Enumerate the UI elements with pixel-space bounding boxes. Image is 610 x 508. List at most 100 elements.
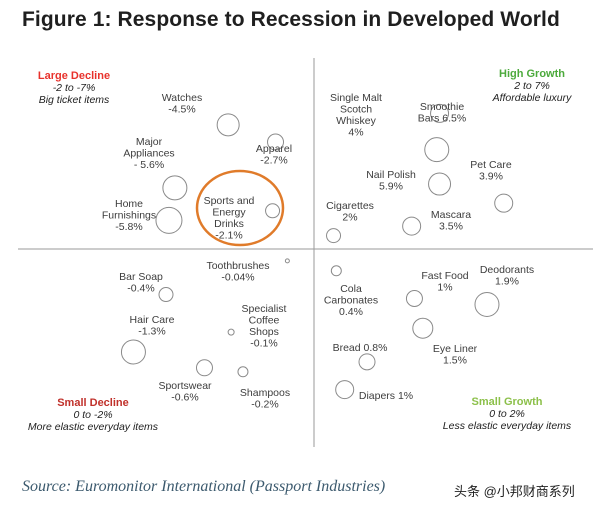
point-label: Toothbrushes bbox=[206, 260, 269, 272]
point-label: Major bbox=[136, 136, 163, 148]
point-label: -0.6% bbox=[171, 392, 198, 404]
point-label: -0.04% bbox=[221, 272, 254, 284]
bubble-marker bbox=[156, 207, 182, 233]
point-label: 3.9% bbox=[479, 171, 503, 183]
point-label: Sportswear bbox=[158, 380, 212, 392]
point-label: 5.9% bbox=[379, 181, 403, 193]
data-point: Shampoos-0.2% bbox=[238, 367, 290, 411]
point-label: Bread 0.8% bbox=[333, 342, 388, 354]
quadrant-note: Affordable luxury bbox=[492, 92, 573, 104]
bubble-marker bbox=[121, 340, 145, 364]
quadrant-range: 0 to -2% bbox=[73, 409, 112, 421]
bubble-marker bbox=[413, 318, 433, 338]
quadrant-range: 0 to 2% bbox=[489, 408, 525, 420]
bubble-marker bbox=[359, 354, 375, 370]
point-label: -2.7% bbox=[260, 155, 287, 167]
quadrant-note: Less elastic everyday items bbox=[443, 420, 572, 432]
point-label: Specialist bbox=[242, 303, 287, 315]
point-label: Cigarettes bbox=[326, 200, 374, 212]
point-label: Nail Polish bbox=[366, 169, 416, 181]
bubble-marker bbox=[238, 367, 248, 377]
quadrant-large_decline: Large Decline-2 to -7%Big ticket items bbox=[38, 70, 110, 106]
point-label: Coffee bbox=[249, 315, 280, 327]
bubble-marker bbox=[327, 229, 341, 243]
point-label: Carbonates bbox=[324, 295, 378, 307]
bubble-marker bbox=[285, 259, 289, 263]
quadrant-name: Small Decline bbox=[57, 397, 129, 409]
point-label: 2% bbox=[342, 212, 357, 224]
quadrant-axes bbox=[18, 58, 593, 447]
bubble-marker bbox=[403, 217, 421, 235]
point-label: 4% bbox=[348, 127, 363, 139]
point-label: Energy bbox=[212, 207, 246, 219]
point-label: Home bbox=[115, 198, 143, 210]
point-label: Eye Liner bbox=[433, 343, 478, 355]
point-label: Mascara bbox=[431, 209, 471, 221]
point-label: 0.4% bbox=[339, 306, 363, 318]
point-label: Appliances bbox=[123, 148, 174, 160]
point-label: Bars 6.5% bbox=[418, 113, 466, 125]
bubble-marker bbox=[475, 292, 499, 316]
data-point: Apparel-2.7% bbox=[256, 134, 292, 166]
bubble-marker bbox=[336, 381, 354, 399]
data-point: Sports andEnergyDrinks-2.1% bbox=[197, 171, 283, 245]
point-label: Scotch bbox=[340, 104, 372, 116]
bubble-marker bbox=[159, 288, 173, 302]
data-point: Nail Polish5.9% bbox=[366, 169, 450, 195]
point-label: Whiskey bbox=[336, 115, 376, 127]
data-point: Diapers 1% bbox=[336, 381, 413, 402]
point-label: -0.1% bbox=[250, 338, 277, 350]
bubble-marker bbox=[331, 266, 341, 276]
point-label: Bar Soap bbox=[119, 271, 163, 283]
data-point: Eye Liner1.5% bbox=[413, 318, 478, 366]
quadrant-range: -2 to -7% bbox=[53, 82, 96, 94]
point-label: Cola bbox=[340, 283, 362, 295]
quadrant-range: 2 to 7% bbox=[513, 80, 550, 92]
point-label: Furnishings bbox=[102, 210, 156, 222]
quadrant-note: Big ticket items bbox=[39, 94, 110, 106]
data-point: Sportswear-0.6% bbox=[158, 360, 212, 404]
point-label: 1.9% bbox=[495, 276, 519, 288]
bubble-marker bbox=[406, 291, 422, 307]
bubble-marker bbox=[266, 204, 280, 218]
point-label: -4.5% bbox=[168, 104, 195, 116]
point-label: -0.4% bbox=[127, 283, 154, 295]
data-point: Watches-4.5% bbox=[162, 92, 239, 136]
point-label: 1% bbox=[437, 282, 452, 294]
point-label: - 5.6% bbox=[134, 159, 164, 171]
data-point: Fast Food1% bbox=[406, 270, 468, 307]
data-point: Bar Soap-0.4% bbox=[119, 271, 173, 302]
point-label: Shampoos bbox=[240, 387, 290, 399]
data-point: Hair Care-1.3% bbox=[121, 314, 174, 364]
point-label: -5.8% bbox=[115, 221, 142, 233]
bubble-marker bbox=[228, 329, 234, 335]
quadrant-name: High Growth bbox=[499, 68, 565, 80]
point-label: 3.5% bbox=[439, 221, 463, 233]
data-points: Watches-4.5%Apparel-2.7%MajorAppliances-… bbox=[102, 92, 534, 411]
point-label: Smoothie bbox=[420, 101, 465, 113]
quadrant-labels: Large Decline-2 to -7%Big ticket items Hi… bbox=[28, 68, 572, 433]
data-point: Mascara3.5% bbox=[403, 209, 472, 235]
watermark: 头条 @小邦财商系列 bbox=[454, 481, 575, 500]
bubble-marker bbox=[495, 194, 513, 212]
point-label: 1.5% bbox=[443, 355, 467, 367]
source-note: Source: Euromonitor International (Passp… bbox=[22, 478, 385, 496]
point-label: Fast Food bbox=[421, 270, 468, 282]
point-label: Drinks bbox=[214, 218, 244, 230]
bubble-marker bbox=[425, 138, 449, 162]
point-label: -0.2% bbox=[251, 399, 278, 411]
point-label: Shops bbox=[249, 326, 279, 338]
point-label: -1.3% bbox=[138, 326, 165, 338]
quadrant-name: Small Growth bbox=[472, 396, 543, 408]
point-label: Apparel bbox=[256, 143, 292, 155]
point-label: Diapers 1% bbox=[359, 390, 413, 402]
